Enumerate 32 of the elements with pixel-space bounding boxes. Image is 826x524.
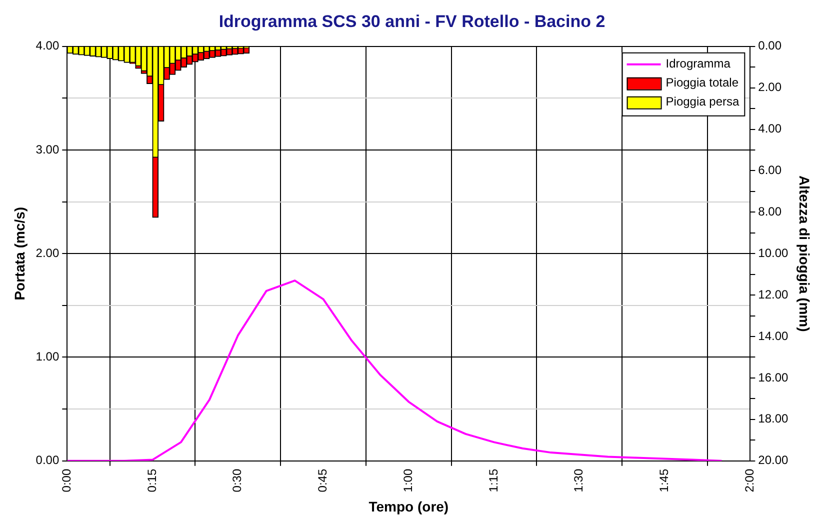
x-tick-label: 0:15: [144, 468, 159, 492]
x-tick-label: 0:45: [316, 468, 330, 492]
x-tick-label: 1:45: [657, 468, 672, 492]
y2-tick-label: 0.00: [758, 38, 782, 53]
y-tick-label: 3.00: [36, 142, 60, 156]
y2-tick-label: 4.00: [758, 122, 782, 136]
y-axis-title: Portata (mc/s): [11, 206, 28, 300]
x-tick-label: 2:00: [742, 468, 756, 492]
y2-tick-label: 16.00: [758, 370, 789, 384]
y2-tick-label: 2.00: [758, 80, 782, 94]
legend-label: Idrogramma: [666, 56, 731, 71]
y2-tick-label: 10.00: [758, 246, 789, 260]
y2-tick-label: 6.00: [758, 163, 782, 178]
y2-tick-label: 18.00: [758, 412, 789, 426]
x-axis-title: Tempo (ore): [368, 498, 449, 514]
y-tick-label: 2.00: [36, 246, 60, 260]
legend-label: Pioggia persa: [666, 94, 740, 109]
x-tick-label: 0:00: [59, 468, 74, 492]
y-tick-label: 4.00: [36, 38, 60, 53]
y2-tick-label: 12.00: [758, 287, 789, 302]
y2-axis-title: Altezza di pioggia (mm): [796, 175, 813, 332]
x-tick-label: 1:15: [486, 468, 500, 492]
y-tick-label: 1.00: [36, 350, 60, 364]
legend-label: Pioggia totale: [666, 76, 739, 90]
y2-tick-label: 8.00: [758, 204, 782, 218]
x-tick-label: 1:30: [572, 468, 586, 492]
chart-title: Idrogramma SCS 30 anni - FV Rotello - Bacino 2: [218, 12, 606, 31]
y2-tick-label: 20.00: [758, 453, 789, 468]
y-tick-label: 0.00: [36, 453, 60, 468]
y2-tick-label: 14.00: [758, 328, 789, 343]
x-tick-label: 1:00: [400, 468, 415, 492]
x-tick-label: 0:30: [230, 468, 244, 492]
